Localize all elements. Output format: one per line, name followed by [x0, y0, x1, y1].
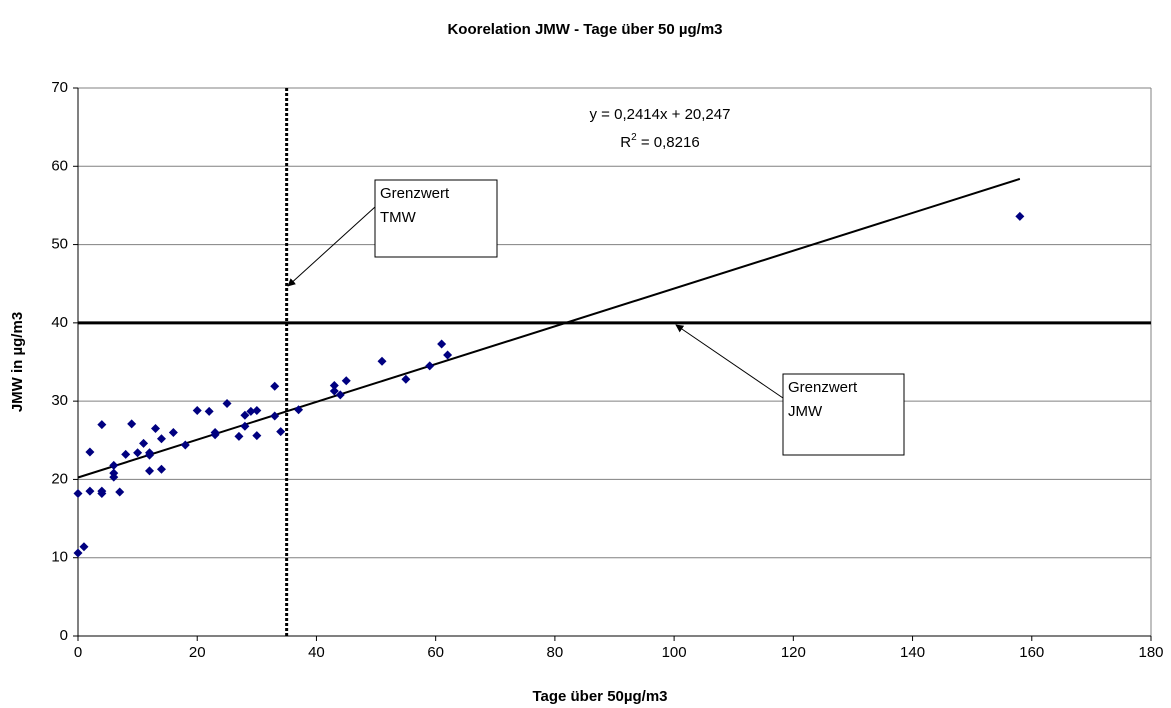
x-tick-label: 160	[1019, 644, 1044, 661]
data-point	[335, 390, 345, 400]
data-point	[127, 419, 137, 429]
data-point	[252, 406, 262, 416]
data-point	[276, 427, 286, 437]
x-tick-label: 180	[1138, 644, 1163, 661]
y-tick-label: 60	[51, 157, 68, 174]
data-point	[443, 350, 453, 360]
data-point	[234, 431, 244, 441]
r2-base: R	[620, 134, 631, 151]
data-point	[97, 420, 107, 430]
y-tick-label: 70	[51, 79, 68, 96]
x-tick-label: 20	[189, 644, 206, 661]
y-tick-label: 20	[51, 470, 68, 487]
data-point	[109, 460, 119, 470]
x-tick-label: 80	[547, 644, 564, 661]
data-point	[145, 466, 155, 476]
annotation-arrow	[675, 324, 784, 399]
annotation-box	[782, 373, 905, 456]
data-point	[252, 431, 262, 441]
y-tick-label: 0	[60, 627, 68, 644]
y-tick-label: 30	[51, 392, 68, 409]
data-point	[377, 356, 387, 366]
data-point	[222, 398, 232, 408]
data-point	[192, 406, 202, 416]
chart-title: Koorelation JMW - Tage über 50 µg/m3	[447, 21, 722, 38]
annotation-arrow	[287, 206, 376, 287]
data-point	[437, 339, 447, 349]
data-point	[115, 487, 125, 497]
x-tick-label: 40	[308, 644, 325, 661]
trendline	[77, 177, 1021, 479]
data-point	[97, 489, 107, 499]
data-point	[73, 548, 83, 558]
annotation-text: JMW	[788, 403, 823, 420]
annotation-text: Grenzwert	[788, 379, 858, 396]
data-point	[401, 374, 411, 384]
data-point	[270, 411, 280, 421]
annotation-box	[374, 179, 498, 258]
trend-equation: y = 0,2414x + 20,247	[590, 106, 731, 123]
data-point	[168, 427, 178, 437]
data-point	[329, 380, 339, 390]
data-point	[294, 405, 304, 415]
data-point	[341, 376, 351, 386]
data-point	[270, 381, 280, 391]
data-point	[121, 449, 131, 459]
x-tick-label: 0	[74, 644, 82, 661]
data-point	[145, 450, 155, 460]
r2-rest: = 0,8216	[637, 134, 700, 151]
data-point	[133, 448, 143, 458]
x-tick-label: 120	[781, 644, 806, 661]
annotation-text: TMW	[380, 209, 417, 226]
data-point	[139, 438, 149, 448]
r2-sup: 2	[631, 132, 637, 143]
data-point	[73, 489, 83, 499]
x-tick-label: 60	[427, 644, 444, 661]
data-point	[156, 434, 166, 444]
y-tick-label: 10	[51, 549, 68, 566]
data-point	[204, 406, 214, 416]
y-axis-label: JMW in µg/m3	[9, 312, 26, 412]
data-point	[109, 472, 119, 482]
x-tick-label: 100	[662, 644, 687, 661]
x-tick-label: 140	[900, 644, 925, 661]
annotation-text: Grenzwert	[380, 185, 450, 202]
data-point	[210, 430, 220, 440]
data-point	[150, 424, 160, 434]
y-tick-label: 40	[51, 314, 68, 331]
trend-r2: R2 = 0,8216	[620, 132, 699, 151]
data-point	[246, 406, 256, 416]
data-point	[85, 486, 95, 496]
data-point	[180, 440, 190, 450]
x-axis-label: Tage über 50µg/m3	[532, 688, 667, 705]
data-point	[85, 447, 95, 457]
data-point	[1015, 211, 1025, 221]
data-point	[329, 386, 339, 396]
data-point	[240, 421, 250, 431]
data-point	[425, 361, 435, 371]
y-tick-label: 50	[51, 236, 68, 253]
data-point	[240, 410, 250, 420]
data-point	[79, 542, 89, 552]
data-point	[156, 464, 166, 474]
